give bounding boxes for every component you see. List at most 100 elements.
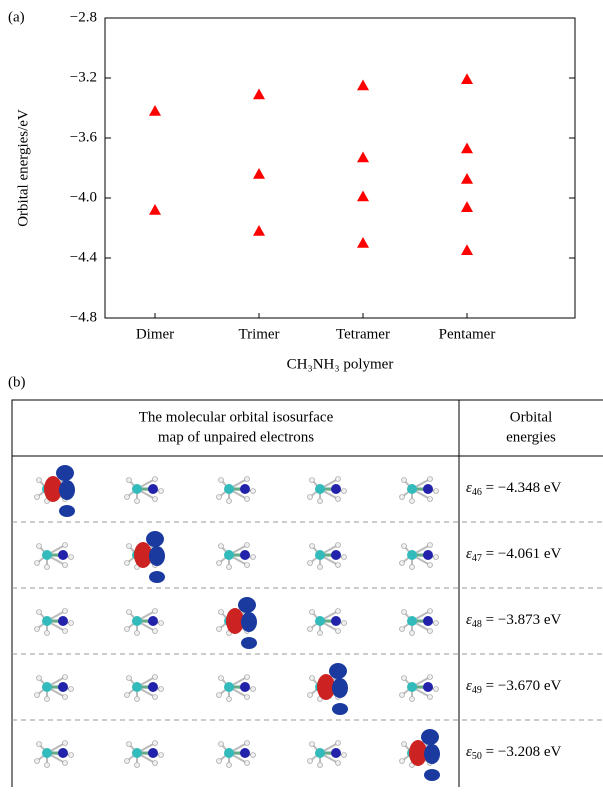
- hydrogen-atom: [34, 560, 40, 566]
- marker: [461, 172, 473, 184]
- hydrogen-atom: [36, 609, 42, 615]
- hydrogen-atom: [34, 692, 40, 698]
- panel-label: (b): [8, 374, 26, 390]
- hydrogen-atom: [62, 542, 68, 548]
- hydrogen-atom: [62, 674, 68, 680]
- hydrogen-atom: [341, 752, 347, 758]
- orbital-lobe: [56, 465, 74, 481]
- hydrogen-atom: [433, 488, 439, 494]
- carbon-atom: [132, 748, 142, 758]
- header-cell: energies: [506, 429, 556, 445]
- hydrogen-atom: [335, 476, 341, 482]
- orbital-lobe: [409, 740, 427, 766]
- molecule-icon: [124, 608, 164, 636]
- molecule-icon: [34, 542, 74, 570]
- hydrogen-atom: [126, 609, 132, 615]
- panel-label: (a): [8, 9, 25, 25]
- molecule-icon: [307, 476, 347, 504]
- hydrogen-atom: [250, 554, 256, 560]
- nitrogen-atom: [423, 484, 433, 494]
- molecule-icon: [34, 740, 74, 768]
- carbon-atom: [42, 550, 52, 560]
- nitrogen-atom: [58, 616, 68, 626]
- hydrogen-atom: [427, 674, 433, 680]
- carbon-atom: [132, 616, 142, 626]
- symbol: ε: [466, 480, 472, 496]
- x-axis-label: CH₃NH₃ polymer: [287, 356, 394, 372]
- hydrogen-atom: [335, 628, 341, 634]
- hydrogen-atom: [44, 696, 50, 702]
- marker: [461, 201, 473, 212]
- hydrogen-atom: [399, 494, 405, 500]
- hydrogen-atom: [152, 760, 158, 766]
- header-cell: Orbital: [510, 409, 553, 425]
- marker: [357, 190, 369, 202]
- hydrogen-atom: [317, 762, 323, 768]
- molecule-icon: [307, 542, 347, 570]
- hydrogen-atom: [34, 758, 40, 764]
- nitrogen-atom: [423, 616, 433, 626]
- plot-frame: [104, 17, 576, 319]
- orbital-lobe: [149, 546, 165, 566]
- marker: [253, 88, 265, 100]
- hydrogen-atom: [218, 543, 224, 549]
- molecule-icon: [34, 465, 75, 517]
- hydrogen-atom: [218, 675, 224, 681]
- marker: [149, 204, 161, 215]
- nitrogen-atom: [148, 748, 158, 758]
- hydrogen-atom: [309, 543, 315, 549]
- hydrogen-atom: [433, 620, 439, 626]
- nitrogen-atom: [148, 682, 158, 692]
- hydrogen-atom: [124, 692, 130, 698]
- hydrogen-atom: [307, 692, 313, 698]
- hydrogen-atom: [409, 630, 415, 636]
- nitrogen-atom: [331, 748, 341, 758]
- molecule-icon: [399, 542, 439, 570]
- hydrogen-atom: [317, 564, 323, 570]
- hydrogen-atom: [44, 762, 50, 768]
- energy-cell: ε49 = −3.670 eV: [466, 678, 561, 696]
- marker: [357, 79, 369, 91]
- hydrogen-atom: [409, 564, 415, 570]
- hydrogen-atom: [68, 752, 74, 758]
- hydrogen-atom: [226, 564, 232, 570]
- carbon-atom: [224, 550, 234, 560]
- energy-value: = −3.208 eV: [482, 744, 562, 760]
- carbon-atom: [315, 550, 325, 560]
- molecule-icon: [216, 674, 256, 702]
- hydrogen-atom: [216, 758, 222, 764]
- hydrogen-atom: [341, 554, 347, 560]
- nitrogen-atom: [148, 484, 158, 494]
- molecule-icon: [216, 597, 257, 649]
- nitrogen-atom: [423, 550, 433, 560]
- nitrogen-atom: [58, 550, 68, 560]
- hydrogen-atom: [126, 477, 132, 483]
- hydrogen-atom: [335, 542, 341, 548]
- hydrogen-atom: [335, 760, 341, 766]
- carbon-atom: [315, 484, 325, 494]
- hydrogen-atom: [399, 692, 405, 698]
- hydrogen-atom: [62, 562, 68, 568]
- energy-cell: ε48 = −3.873 eV: [466, 612, 561, 630]
- hydrogen-atom: [134, 696, 140, 702]
- hydrogen-atom: [36, 675, 42, 681]
- hydrogen-atom: [124, 758, 130, 764]
- hydrogen-atom: [218, 477, 224, 483]
- hydrogen-atom: [244, 760, 250, 766]
- hydrogen-atom: [216, 494, 222, 500]
- hydrogen-atom: [44, 564, 50, 570]
- hydrogen-atom: [124, 560, 130, 566]
- hydrogen-atom: [244, 694, 250, 700]
- energy-cell: ε46 = −4.348 eV: [466, 480, 561, 498]
- orbital-lobe: [241, 637, 257, 649]
- carbon-atom: [132, 484, 142, 494]
- hydrogen-atom: [433, 554, 439, 560]
- hydrogen-atom: [62, 740, 68, 746]
- hydrogen-atom: [401, 609, 407, 615]
- hydrogen-atom: [401, 543, 407, 549]
- subscript: 47: [472, 553, 482, 564]
- carbon-atom: [407, 616, 417, 626]
- hydrogen-atom: [216, 692, 222, 698]
- molecule-icon: [216, 542, 256, 570]
- hydrogen-atom: [399, 560, 405, 566]
